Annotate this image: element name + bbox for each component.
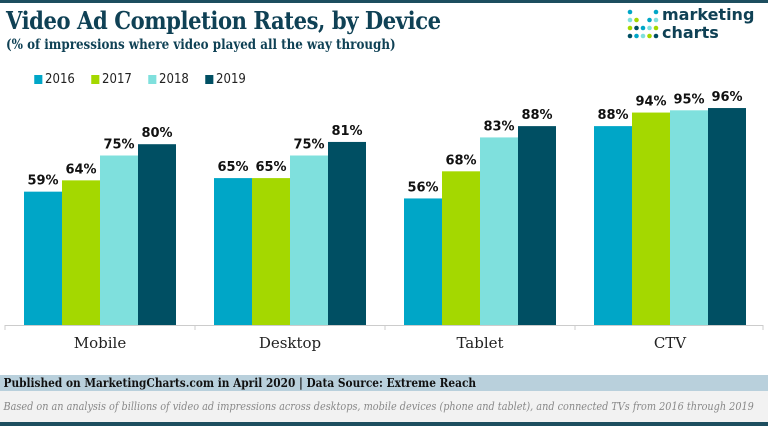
- bar-mobile-2019: [138, 144, 176, 325]
- legend-label: 2016: [45, 72, 75, 87]
- legend-swatch: [205, 75, 214, 84]
- bar-ctv-2017: [632, 112, 670, 325]
- logo-dot: [634, 25, 639, 31]
- logo-dot: [647, 17, 652, 23]
- logo-dot: [640, 33, 646, 39]
- legend-label: 2018: [159, 72, 190, 87]
- logo-dots-icon: [627, 9, 659, 39]
- data-label: 94%: [635, 95, 666, 110]
- data-label: 59%: [27, 174, 58, 189]
- bar-desktop-2017: [252, 178, 290, 325]
- logo-dot: [627, 17, 633, 23]
- data-label: 65%: [255, 160, 286, 175]
- logo-dot: [634, 33, 639, 39]
- logo-dot: [653, 33, 659, 39]
- data-label: 64%: [65, 162, 96, 177]
- bar-chart: 59% 64% 75% 80% Mobile 65% 65% 75% 81% Desktop 56%…: [4, 90, 764, 352]
- chart-title: Video Ad Completion Rates, by Device: [6, 6, 441, 35]
- data-label: 65%: [217, 160, 248, 175]
- data-label: 56%: [407, 180, 438, 195]
- data-label: 75%: [293, 138, 324, 153]
- legend-item: 2018: [148, 72, 189, 87]
- legend-swatch: [34, 75, 43, 84]
- data-label: 68%: [445, 153, 476, 168]
- legend-item: 2019: [205, 72, 247, 87]
- bar-tablet-2018: [480, 137, 518, 325]
- logo-dot: [627, 33, 633, 39]
- data-label: 83%: [483, 119, 514, 134]
- data-label: 88%: [597, 108, 628, 123]
- bar-ctv-2018: [670, 110, 708, 325]
- legend-swatch: [91, 75, 100, 84]
- legend-item: 2017: [91, 72, 132, 87]
- legend-label: 2019: [216, 72, 247, 87]
- data-label: 96%: [711, 90, 742, 105]
- data-label: 81%: [331, 124, 362, 139]
- legend-item: 2016: [34, 72, 75, 87]
- bar-tablet-2019: [518, 126, 556, 326]
- logo-line1: marketing: [662, 5, 755, 24]
- data-label: 75%: [103, 138, 134, 153]
- marketingcharts-logo: marketing charts: [626, 5, 766, 44]
- source-bar: Published on MarketingCharts.com in Apri…: [0, 375, 768, 391]
- bar-ctv-2019: [708, 108, 746, 325]
- bar-mobile-2018: [100, 155, 138, 325]
- category-label: CTV: [654, 334, 687, 352]
- legend: 2016 2017 2018 2019: [32, 72, 248, 87]
- category-label: Tablet: [456, 334, 503, 352]
- logo-dot: [653, 17, 659, 23]
- note-text: Based on an analysis of billions of vide…: [3, 400, 754, 413]
- logo-line2: charts: [662, 23, 719, 42]
- bar-mobile-2017: [62, 180, 100, 325]
- bar-ctv-2016: [594, 126, 632, 326]
- logo-dot: [634, 17, 639, 23]
- source-text: Published on MarketingCharts.com in Apri…: [3, 376, 477, 390]
- bar-tablet-2016: [404, 198, 442, 325]
- bar-mobile-2016: [24, 191, 62, 325]
- data-label: 95%: [673, 92, 704, 107]
- logo-dot: [653, 9, 659, 15]
- chart-subtitle: (% of impressions where video played all…: [6, 37, 396, 53]
- category-label: Desktop: [259, 334, 321, 352]
- bottom-border: [0, 422, 768, 426]
- legend-label: 2017: [102, 72, 132, 87]
- logo-dot: [640, 25, 646, 31]
- logo-dot: [647, 25, 652, 31]
- bar-desktop-2016: [214, 178, 252, 325]
- note-bar: Based on an analysis of billions of vide…: [0, 391, 768, 422]
- data-label: 80%: [141, 126, 172, 141]
- bar-tablet-2017: [442, 171, 480, 325]
- legend-swatch: [148, 75, 157, 84]
- logo-dot: [627, 25, 633, 31]
- top-border: [0, 0, 768, 3]
- logo-dot: [627, 9, 633, 15]
- data-label: 88%: [521, 108, 552, 123]
- bar-desktop-2018: [290, 155, 328, 325]
- logo-dot: [647, 33, 652, 39]
- category-label: Mobile: [74, 334, 127, 352]
- bar-desktop-2019: [328, 141, 366, 325]
- logo-dot: [653, 25, 659, 31]
